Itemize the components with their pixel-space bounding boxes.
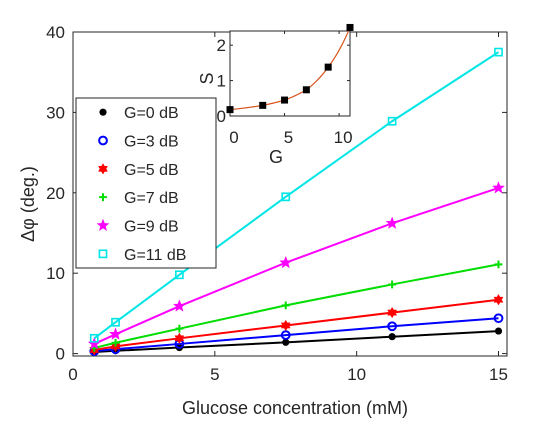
legend-label: G=0 dB [124, 105, 179, 122]
data-point [387, 116, 397, 126]
data-point [387, 306, 398, 319]
inset-data-point [302, 86, 310, 94]
data-point [172, 299, 186, 312]
legend-box [75, 97, 217, 269]
data-point [111, 338, 120, 347]
y-axis-label-unit: (deg.) [18, 166, 38, 213]
legend-marker [99, 108, 107, 116]
inset-y-tick-label: 2 [217, 36, 226, 55]
legend-marker [98, 163, 108, 175]
series-4 [87, 181, 506, 350]
x-tick-label: 15 [489, 365, 508, 384]
data-point [493, 313, 504, 324]
y-tick-label: 0 [56, 345, 65, 364]
data-point [385, 216, 399, 229]
data-point [493, 294, 504, 306]
series-3 [90, 260, 503, 352]
inset-y-axis-label: S [197, 72, 217, 84]
inset-y-tick-label: 1 [217, 72, 226, 91]
data-point [494, 260, 503, 269]
legend-label: G=9 dB [124, 219, 179, 236]
y-tick-label: 40 [46, 23, 65, 42]
y-tick-label: 10 [46, 264, 65, 283]
inset-x-tick-label: 10 [334, 128, 353, 147]
data-point [109, 327, 123, 340]
data-point [388, 280, 397, 289]
data-point [174, 332, 185, 345]
inset-data-point [281, 96, 289, 104]
data-point [87, 337, 101, 350]
inset-data-point [324, 63, 332, 71]
series-5 [89, 47, 503, 343]
inset-x-tick-label: 5 [284, 128, 293, 147]
data-point [387, 321, 398, 332]
legend-label: G=11 dB [124, 247, 186, 264]
data-point [89, 333, 99, 343]
legend-marker [96, 218, 110, 232]
legend-label: G=5 dB [124, 162, 179, 179]
inset-x-axis-label: G [269, 147, 283, 167]
y-axis-label: Δφ (deg.) [18, 166, 38, 242]
data-point [491, 181, 506, 194]
data-point [282, 338, 290, 346]
data-point [281, 192, 291, 202]
y-tick-label: 30 [46, 103, 65, 122]
data-point [281, 301, 290, 310]
legend-marker [99, 193, 107, 202]
inset-data-point [346, 23, 354, 31]
x-tick-label: 10 [347, 365, 366, 384]
data-point [175, 324, 184, 333]
data-point [280, 319, 291, 332]
inset-data-point [259, 101, 267, 109]
data-point [279, 255, 293, 269]
legend-marker [98, 249, 108, 259]
x-tick-label: 0 [68, 365, 77, 384]
inset-x-tick-label: 0 [229, 128, 238, 147]
inset-plot-area [229, 30, 351, 117]
inset-data-point [226, 106, 234, 114]
legend-label: G=7 dB [124, 190, 179, 207]
legend-label: G=3 dB [124, 134, 179, 151]
data-point [388, 333, 396, 341]
inset-chart: 0 5 10 0 1 2 G S [197, 23, 354, 167]
inset-fit-line [229, 27, 351, 111]
data-point [111, 317, 120, 327]
y-axis-label-symbol: Δφ [18, 213, 38, 242]
data-point [494, 327, 503, 335]
x-axis-label: Glucose concentration (mM) [182, 398, 408, 418]
legend: G=0 dB G=3 dB G=5 dB G=7 dB G=9 dB G=11 dB [75, 97, 217, 269]
data-point [494, 47, 503, 57]
inset-y-tick-label: 0 [217, 107, 226, 126]
data-point [280, 330, 291, 340]
y-tick-label: 20 [46, 184, 65, 203]
x-tick-label: 5 [210, 365, 219, 384]
legend-marker [98, 135, 108, 146]
data-point [174, 270, 184, 280]
series-line [93, 187, 499, 345]
